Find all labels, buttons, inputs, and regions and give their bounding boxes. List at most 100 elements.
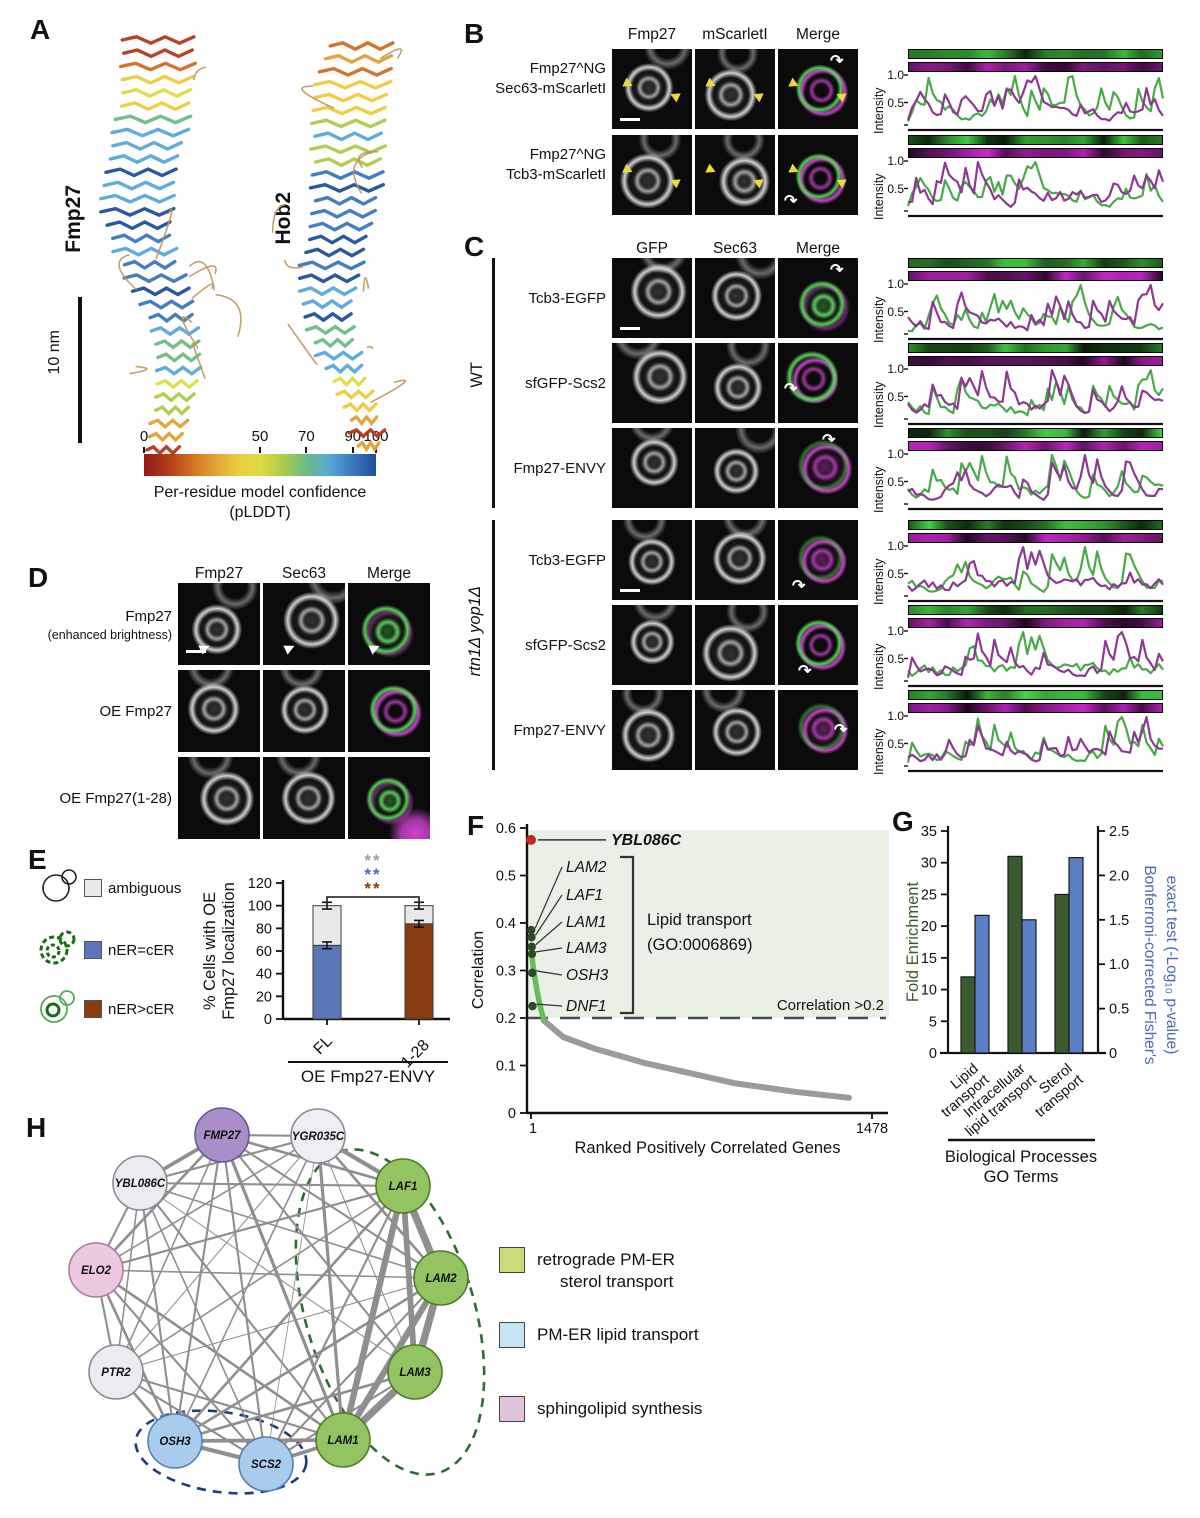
intensity-axis-label: Intensity xyxy=(872,558,886,605)
linescan-strip-green xyxy=(908,258,1163,268)
legend-label-1: nER=cER xyxy=(108,942,175,959)
row-label-line2: Tcb3-mScarletI xyxy=(505,166,606,183)
intensity-tick-label: 1.0 xyxy=(887,154,904,168)
intensity-tick-label: 1.0 xyxy=(887,362,904,376)
curved-arrow-icon: ↷ xyxy=(784,381,798,398)
h-legend-label-0-1: retrograde PM-ER xyxy=(537,1250,675,1269)
scale-bar xyxy=(620,327,640,330)
intensity-tick-label: 0.5 xyxy=(887,95,904,110)
row-label-line2: Sec63-mScarletI xyxy=(495,80,606,97)
curved-arrow-icon: ↷ xyxy=(822,432,836,449)
legend-swatch-0 xyxy=(84,879,102,897)
row-label-fmp27-envy: Fmp27-ENVY xyxy=(513,722,606,739)
intensity-axis-label: Intensity xyxy=(872,296,886,343)
intensity-axis-label: Intensity xyxy=(872,173,886,220)
linescan-strip-magenta xyxy=(908,271,1163,281)
structure-name-hob2: Hob2 xyxy=(272,192,295,245)
plddt-colorbar xyxy=(144,454,376,476)
micrograph-c xyxy=(695,258,775,338)
column-header-fmp27-d: Fmp27 xyxy=(194,565,244,582)
micrograph-c xyxy=(695,343,775,423)
micrograph-c xyxy=(695,428,775,508)
group-label-wt: WT xyxy=(468,362,486,388)
group-bracket-wt xyxy=(492,258,495,508)
panel-b-label: B xyxy=(464,18,485,49)
column-header-mscarleti: mScarletI xyxy=(702,26,768,43)
micrograph-d xyxy=(348,757,430,839)
row-label-enhanced-brightness: (enhanced brightness) xyxy=(47,628,172,642)
micrograph-d xyxy=(178,670,260,752)
colorbar-caption: Per-residue model confidence xyxy=(153,484,367,501)
linescan-strip-green xyxy=(908,690,1163,700)
h-legend-label-2-1: sphingolipid synthesis xyxy=(537,1399,703,1418)
row-label-line1: Fmp27^NG xyxy=(529,146,606,163)
micrograph-c xyxy=(778,520,858,600)
intensity-axis-label: Intensity xyxy=(872,466,886,513)
structure-name-fmp27: Fmp27 xyxy=(62,185,85,253)
row-label-fmp27: Fmp27 xyxy=(125,608,172,625)
micrograph-b xyxy=(612,49,692,129)
curved-arrow-icon: ↷ xyxy=(830,53,844,70)
micrograph-c xyxy=(778,605,858,685)
micrograph-c xyxy=(778,690,858,770)
legend-swatch-1 xyxy=(84,941,102,959)
micrograph-c xyxy=(612,690,692,770)
column-header-fmp27: Fmp27 xyxy=(627,26,677,43)
row-label-line1: Fmp27^NG xyxy=(529,60,606,77)
micrograph-c xyxy=(695,520,775,600)
intensity-tick-label: 0.5 xyxy=(887,389,904,404)
h-legend-swatch-1 xyxy=(499,1322,525,1348)
row-label-sfgfp-scs2: sfGFP-Scs2 xyxy=(525,637,606,654)
column-header-sec63-d: Sec63 xyxy=(282,565,326,582)
colorbar-tick xyxy=(143,447,145,453)
micrograph-c xyxy=(612,258,692,338)
scale-bar xyxy=(620,589,640,592)
linescan-strip-magenta xyxy=(908,441,1163,451)
linescan-strip-green xyxy=(908,135,1163,145)
micrograph-c xyxy=(695,690,775,770)
intensity-axis-label: Intensity xyxy=(872,643,886,690)
linescan-strip-magenta xyxy=(908,533,1163,543)
linescan-strip-magenta xyxy=(908,703,1163,713)
micrograph-b xyxy=(612,135,692,215)
curved-arrow-icon: ↷ xyxy=(792,578,806,595)
intensity-tick-label: 0.5 xyxy=(887,651,904,666)
scale-bar xyxy=(186,650,206,653)
micrograph-b xyxy=(695,49,775,129)
row-label-fmp27-envy: Fmp27-ENVY xyxy=(513,460,606,477)
panel-f-label: F xyxy=(467,810,485,841)
intensity-axis-label: Intensity xyxy=(872,381,886,428)
curved-arrow-icon: ↷ xyxy=(784,193,798,210)
colorbar-tick xyxy=(305,447,308,453)
colorbar-tick-label: 50 xyxy=(251,428,269,445)
column-header-merge: Merge xyxy=(796,240,840,257)
micrograph-d xyxy=(178,757,260,839)
legend-label-2: nER>cER xyxy=(108,1001,175,1018)
h-legend-swatch-2 xyxy=(499,1396,525,1422)
micrograph-c xyxy=(695,605,775,685)
h-legend-swatch-0 xyxy=(499,1247,525,1273)
intensity-tick-label: 0.5 xyxy=(887,566,904,581)
intensity-tick-label: 0.5 xyxy=(887,304,904,319)
micrograph-c xyxy=(778,343,858,423)
legend-swatch-2 xyxy=(84,1000,102,1018)
colorbar-tick xyxy=(351,447,354,453)
micrograph-c xyxy=(612,520,692,600)
scale-bar-label: 10 nm xyxy=(46,330,63,375)
linescan-strip-magenta xyxy=(908,148,1163,158)
micrograph-d xyxy=(263,583,345,665)
panel-g-label: G xyxy=(892,806,914,837)
row-label-sfgfp-scs2: sfGFP-Scs2 xyxy=(525,375,606,392)
micrograph-d xyxy=(348,670,430,752)
column-header-merge-d: Merge xyxy=(367,565,411,582)
intensity-tick-label: 1.0 xyxy=(887,624,904,638)
panel-a-label: A xyxy=(30,14,51,45)
panel-e-label: E xyxy=(28,844,47,875)
curved-arrow-icon: ↷ xyxy=(798,663,812,680)
colorbar-tick-label: 0 xyxy=(139,428,149,445)
scale-bar-10nm xyxy=(78,297,82,443)
panel-c-label: C xyxy=(464,231,485,262)
intensity-tick-label: 0.5 xyxy=(887,474,904,489)
micrograph-c xyxy=(778,258,858,338)
